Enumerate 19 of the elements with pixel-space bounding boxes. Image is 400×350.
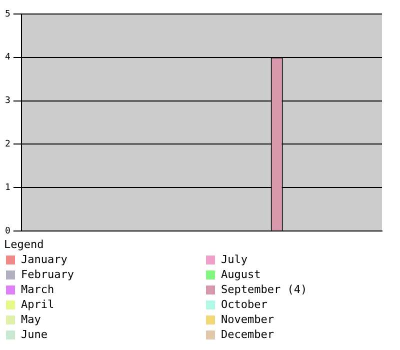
legend-label: March: [21, 282, 54, 296]
legend-label: December: [221, 328, 274, 341]
y-tick-label: 0: [4, 226, 10, 236]
y-tick-label: 4: [4, 52, 10, 63]
legend-label: January: [21, 252, 68, 266]
legend-label: August: [221, 268, 261, 281]
y-tick-label: 1: [4, 182, 10, 193]
legend-label: May: [21, 312, 42, 326]
legend-label: April: [21, 298, 54, 311]
y-tick-label: 3: [4, 96, 10, 106]
legend-label: November: [221, 312, 274, 326]
legend-label: June: [21, 328, 48, 341]
y-tick-label: 5: [4, 9, 10, 20]
y-tick-label: 2: [4, 140, 10, 150]
legend-label: July: [221, 252, 248, 266]
legend-label: February: [21, 268, 74, 281]
legend-title: Legend: [4, 238, 44, 251]
legend-label: September (4): [221, 282, 308, 296]
legend-label: October: [221, 298, 268, 311]
